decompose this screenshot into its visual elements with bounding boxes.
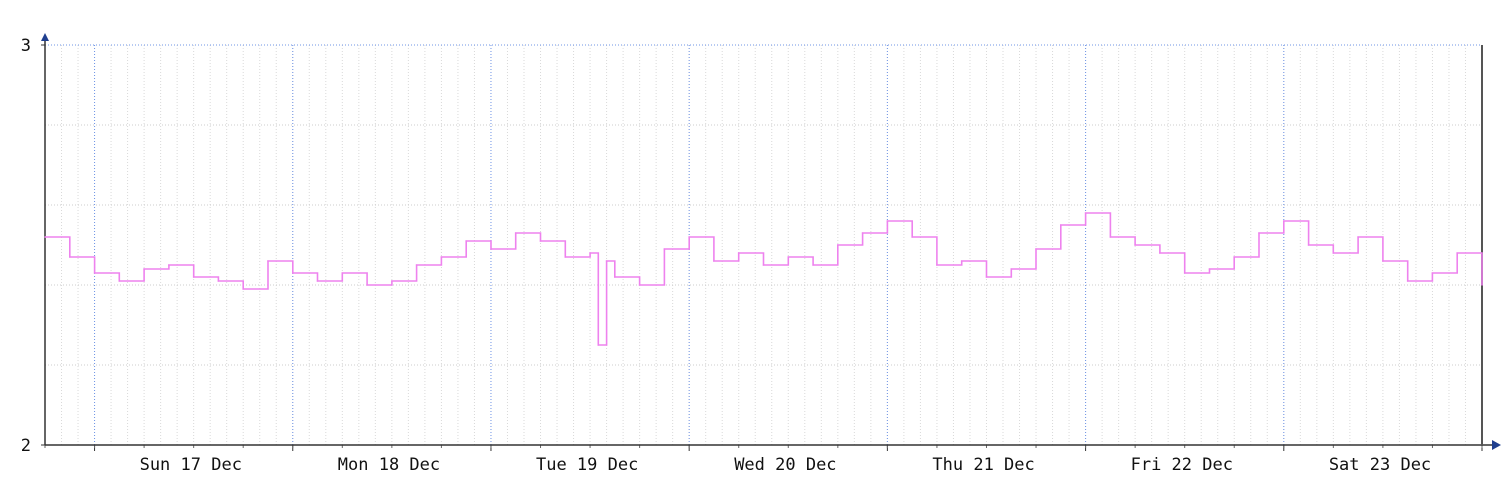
data-point xyxy=(69,256,71,258)
data-point xyxy=(936,264,938,266)
data-point xyxy=(911,236,913,238)
data-point xyxy=(1010,268,1013,270)
data-point xyxy=(713,260,715,262)
y-axis-arrow xyxy=(41,33,49,41)
data-point xyxy=(1035,248,1037,250)
data-point xyxy=(440,256,443,258)
data-point xyxy=(1357,236,1359,238)
data-point xyxy=(787,256,790,258)
data-point xyxy=(1307,244,1310,246)
x-tick-label: Sat 23 Dec xyxy=(1329,455,1431,475)
data-point xyxy=(514,232,517,234)
data-point xyxy=(1258,232,1260,234)
data-point xyxy=(292,272,294,274)
data-point xyxy=(1406,280,1409,282)
data-point xyxy=(1084,212,1087,214)
x-tick-label: Tue 19 Dec xyxy=(536,455,638,475)
data-point xyxy=(1456,252,1458,254)
data-point xyxy=(465,240,468,242)
data-point xyxy=(391,280,393,282)
data-point xyxy=(415,264,418,266)
data-point xyxy=(143,268,145,270)
data-point xyxy=(242,288,244,290)
data-point xyxy=(1332,252,1335,254)
x-tick-label: Thu 21 Dec xyxy=(932,455,1034,475)
data-point xyxy=(737,252,740,254)
data-point xyxy=(1109,236,1112,238)
data-point xyxy=(960,260,963,262)
data-point xyxy=(837,244,839,246)
data-point xyxy=(539,240,542,242)
data-point xyxy=(168,264,170,266)
grid-major xyxy=(45,44,1483,451)
data-point xyxy=(44,236,46,238)
data-point xyxy=(118,280,121,282)
y-tick-label: 3 xyxy=(21,36,31,56)
y-tick-labels: 23 xyxy=(21,36,45,456)
x-axis-arrow xyxy=(1492,440,1501,450)
data-point xyxy=(762,264,765,266)
data-point xyxy=(1060,224,1062,226)
series-line xyxy=(45,212,1483,346)
data-point xyxy=(1159,252,1161,254)
data-point xyxy=(688,236,690,238)
data-point xyxy=(564,256,567,258)
data-point xyxy=(638,284,641,286)
x-tick-label: Fri 22 Dec xyxy=(1131,455,1233,475)
data-point xyxy=(1208,268,1211,270)
x-tick-labels: Sun 17 Dec Mon 18 Dec Tue 19 Dec Wed 20 Dec… xyxy=(140,455,1432,475)
data-point xyxy=(812,264,814,266)
grid-minor xyxy=(44,45,1483,445)
data-point xyxy=(605,260,608,262)
data-point xyxy=(316,280,319,282)
axes xyxy=(41,33,1501,450)
data-point xyxy=(192,276,195,278)
data-point xyxy=(1382,260,1384,262)
data-point xyxy=(1283,220,1285,222)
series-layer xyxy=(44,212,1483,346)
x-tick-label: Wed 20 Dec xyxy=(734,455,836,475)
data-point xyxy=(597,344,600,346)
data-point xyxy=(1233,256,1235,258)
data-point xyxy=(366,284,368,286)
x-tick-label: Sun 17 Dec xyxy=(140,455,242,475)
x-tick-label: Mon 18 Dec xyxy=(338,455,440,475)
data-point xyxy=(886,220,889,222)
data-point xyxy=(490,248,492,250)
data-point xyxy=(614,276,616,278)
data-point xyxy=(1134,244,1136,246)
y-tick-label: 2 xyxy=(21,436,31,456)
data-point xyxy=(985,276,988,278)
data-point xyxy=(663,248,666,250)
data-point xyxy=(589,252,591,254)
data-point xyxy=(861,232,864,234)
data-point xyxy=(1183,272,1186,274)
data-point xyxy=(267,260,269,262)
data-point xyxy=(1431,272,1434,274)
data-point xyxy=(93,272,96,274)
data-point xyxy=(1481,284,1483,286)
data-point xyxy=(341,272,344,274)
data-point xyxy=(217,280,220,282)
